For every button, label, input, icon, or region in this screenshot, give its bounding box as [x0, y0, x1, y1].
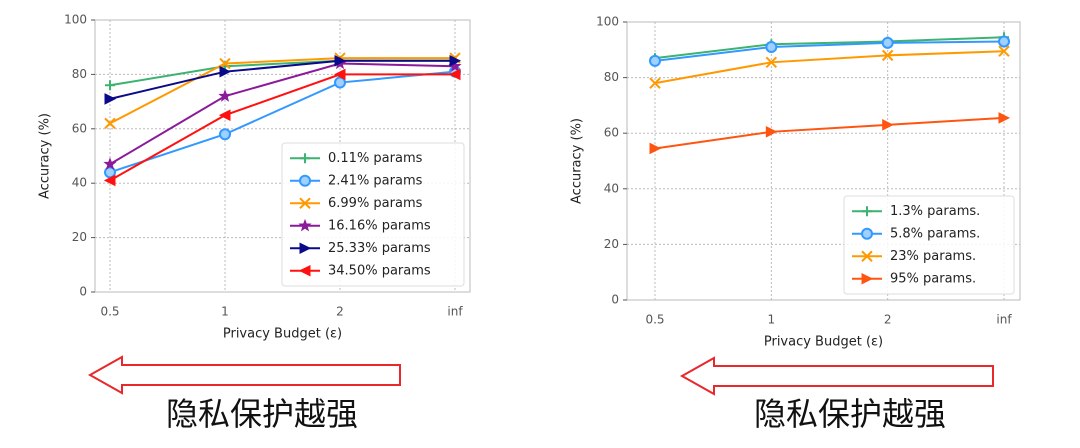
marker: [861, 250, 873, 262]
annotation: 隐私保护越强: [166, 395, 358, 433]
y-tick-label: 100: [64, 13, 87, 27]
marker: [103, 174, 116, 187]
marker: [218, 89, 232, 102]
marker: [881, 36, 894, 49]
marker: [104, 166, 116, 179]
arrow: [679, 356, 994, 396]
marker: [882, 119, 894, 131]
y-tick-label: 0: [611, 293, 619, 307]
marker: [861, 272, 874, 285]
y-tick-label: 20: [72, 230, 87, 244]
legend: [843, 195, 1015, 295]
marker: [448, 68, 461, 81]
legend-label: 6.99% params: [328, 196, 423, 211]
marker: [862, 206, 872, 217]
y-tick-label: 80: [604, 70, 619, 84]
legend-label: 23% params.: [890, 249, 976, 264]
series-line: [654, 50, 1005, 85]
x-tick-label: 1: [768, 313, 776, 327]
marker: [649, 77, 661, 89]
y-tick-label: 100: [596, 15, 619, 29]
legend-label: 25.33% params: [328, 241, 431, 256]
marker: [998, 35, 1010, 48]
y-tick-label: 60: [604, 126, 619, 140]
marker: [299, 242, 312, 255]
legend-label: 95% params.: [890, 271, 976, 286]
annotation: 隐私保护越强: [754, 395, 946, 433]
x-tick-label: inf: [447, 305, 463, 319]
legend-label: 34.50% params: [328, 263, 431, 278]
marker: [861, 227, 873, 240]
marker: [998, 45, 1010, 57]
series-line: [654, 40, 1005, 62]
marker: [299, 197, 311, 209]
x-tick-label: 2: [336, 305, 344, 319]
legend: [281, 142, 465, 287]
marker: [298, 218, 312, 232]
marker: [649, 54, 661, 67]
marker: [219, 128, 231, 141]
marker: [299, 174, 311, 187]
marker: [104, 117, 116, 130]
marker: [219, 57, 231, 70]
x-axis-label: Privacy Budget (ε): [764, 335, 883, 350]
series-line: [109, 70, 456, 174]
series-line: [109, 73, 455, 182]
marker: [765, 126, 778, 138]
legend-label: 5.8% params.: [890, 226, 980, 241]
marker: [881, 49, 894, 62]
y-tick-label: 0: [79, 285, 87, 299]
series-line: [654, 36, 1005, 60]
marker: [998, 112, 1011, 124]
x-tick-label: 0.5: [100, 305, 119, 319]
x-tick-label: 0.5: [645, 313, 664, 327]
marker: [649, 142, 662, 155]
y-tick-label: 40: [72, 176, 87, 190]
series-line: [109, 57, 455, 125]
x-tick-label: inf: [996, 313, 1012, 327]
y-axis-label: Accuracy (%): [570, 118, 585, 204]
x-tick-label: 2: [884, 313, 892, 327]
legend-label: 1.3% params.: [890, 204, 980, 219]
y-tick-label: 20: [604, 237, 619, 251]
marker: [219, 65, 232, 78]
legend-label: 0.11% params: [328, 151, 423, 166]
series-line: [109, 59, 455, 100]
marker: [765, 56, 778, 69]
y-axis-label: Accuracy (%): [38, 113, 53, 199]
series-line: [654, 116, 1005, 150]
marker: [765, 41, 778, 54]
marker: [333, 68, 346, 81]
marker: [298, 264, 311, 277]
marker: [105, 80, 115, 91]
marker: [300, 153, 310, 164]
marker: [334, 76, 346, 89]
marker: [334, 54, 347, 67]
legend-label: 2.41% params: [328, 173, 423, 188]
y-tick-label: 40: [604, 181, 619, 195]
marker: [104, 93, 117, 105]
y-tick-label: 60: [72, 121, 87, 135]
x-tick-label: 1: [221, 305, 229, 319]
marker: [449, 54, 462, 67]
marker: [218, 109, 231, 122]
arrow: [87, 355, 401, 395]
x-axis-label: Privacy Budget (ε): [223, 327, 342, 342]
y-tick-label: 80: [72, 67, 87, 81]
legend-label: 16.16% params: [328, 218, 431, 233]
series-line: [109, 62, 456, 166]
marker: [103, 157, 117, 170]
